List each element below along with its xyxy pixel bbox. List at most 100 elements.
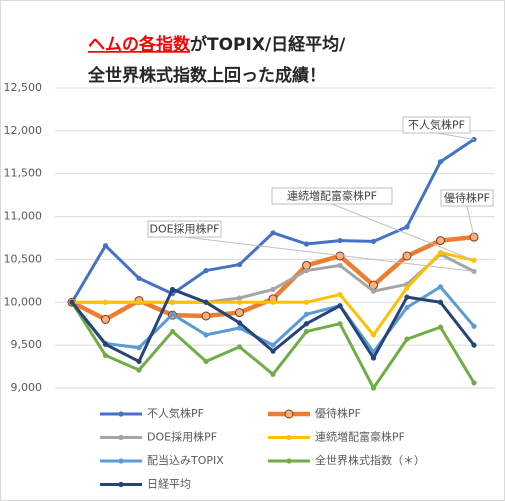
y-tick-label: 10,000 xyxy=(4,295,43,308)
title-rest: がTOPIX/日経平均/ xyxy=(190,34,346,55)
legend-marker xyxy=(118,434,124,441)
point xyxy=(404,224,410,230)
title-highlight: ヘムの各指数 xyxy=(88,34,191,55)
point xyxy=(136,345,142,351)
point xyxy=(102,352,109,359)
point xyxy=(437,324,444,330)
y-tick-label: 10,500 xyxy=(4,252,43,265)
point xyxy=(203,358,209,365)
point xyxy=(437,299,444,305)
point xyxy=(370,355,377,361)
point xyxy=(471,342,477,348)
callout-label: DOE採用株PF xyxy=(149,222,219,236)
point xyxy=(437,159,444,165)
point xyxy=(270,299,276,305)
point xyxy=(337,237,343,244)
point xyxy=(337,262,343,269)
chart-title: ヘムの各指数がTOPIX/日経平均/ xyxy=(88,34,346,55)
point xyxy=(102,299,109,305)
legend-label: 連続増配富豪株PF xyxy=(315,430,405,444)
legend-marker xyxy=(286,458,292,464)
callout-line xyxy=(331,203,475,261)
point xyxy=(102,341,109,347)
callout-label: 連続増配富豪株PF xyxy=(287,189,377,203)
point xyxy=(236,344,243,350)
point xyxy=(236,261,243,268)
point xyxy=(270,230,276,236)
callout-label: 不人気株PF xyxy=(408,118,465,132)
point xyxy=(270,342,276,348)
point xyxy=(370,385,377,391)
point xyxy=(69,299,75,305)
legend-label: 全世界株式指数（＊） xyxy=(315,453,425,467)
legend-label: 優待株PF xyxy=(315,406,361,420)
point xyxy=(337,291,343,298)
callout-box xyxy=(147,220,222,238)
y-tick-label: 12,500 xyxy=(4,81,43,94)
point xyxy=(270,371,276,377)
point xyxy=(402,251,412,261)
point xyxy=(370,238,377,245)
point xyxy=(136,299,142,305)
point xyxy=(370,288,377,294)
point xyxy=(201,311,211,321)
legend-label: DOE採用株PF xyxy=(147,430,217,444)
legend-marker xyxy=(118,411,124,417)
point xyxy=(102,243,109,249)
point xyxy=(303,299,310,305)
point xyxy=(136,367,142,373)
legend-label: 日経平均 xyxy=(147,478,191,491)
point xyxy=(471,323,477,329)
callout-line xyxy=(466,205,475,238)
point xyxy=(303,267,310,274)
point xyxy=(303,328,310,335)
point xyxy=(235,308,244,318)
point xyxy=(437,284,444,290)
point xyxy=(404,294,410,300)
point xyxy=(337,321,343,327)
point xyxy=(337,303,343,309)
point xyxy=(169,299,176,305)
point xyxy=(370,332,377,338)
legend-label: 配当込みTOPIX xyxy=(147,453,224,467)
legend-marker xyxy=(118,481,124,488)
callout-line xyxy=(184,236,475,272)
callout-box xyxy=(271,187,393,205)
callout-line xyxy=(436,132,475,140)
point xyxy=(203,267,209,274)
legend-label: 不人気株PF xyxy=(147,406,204,420)
point xyxy=(303,311,310,317)
point xyxy=(169,286,176,293)
callout-label: 優待株PF xyxy=(444,191,490,205)
y-tick-label: 9,000 xyxy=(11,381,43,394)
point xyxy=(270,348,276,354)
y-tick-label: 12,000 xyxy=(4,124,43,137)
point xyxy=(236,325,243,331)
point xyxy=(203,332,209,338)
chart-title-line2: 全世界株式指数上回った成績！ xyxy=(87,65,326,86)
callout-box xyxy=(402,116,471,134)
point xyxy=(303,321,310,327)
point xyxy=(437,249,444,256)
point xyxy=(236,295,243,301)
point xyxy=(436,236,445,246)
legend-marker xyxy=(286,434,292,441)
point xyxy=(404,304,410,311)
legend-marker xyxy=(118,458,124,464)
point xyxy=(203,299,209,305)
point xyxy=(471,380,477,386)
legend-marker xyxy=(284,409,294,419)
y-tick-label: 11,500 xyxy=(4,167,43,180)
point xyxy=(136,275,142,281)
point xyxy=(270,286,276,293)
point xyxy=(303,241,310,247)
point xyxy=(136,358,142,365)
point xyxy=(236,320,243,326)
callout-box xyxy=(440,189,494,207)
y-tick-label: 11,000 xyxy=(4,210,43,223)
point xyxy=(404,336,410,342)
point xyxy=(101,314,110,324)
point xyxy=(404,285,410,291)
point xyxy=(169,311,176,317)
